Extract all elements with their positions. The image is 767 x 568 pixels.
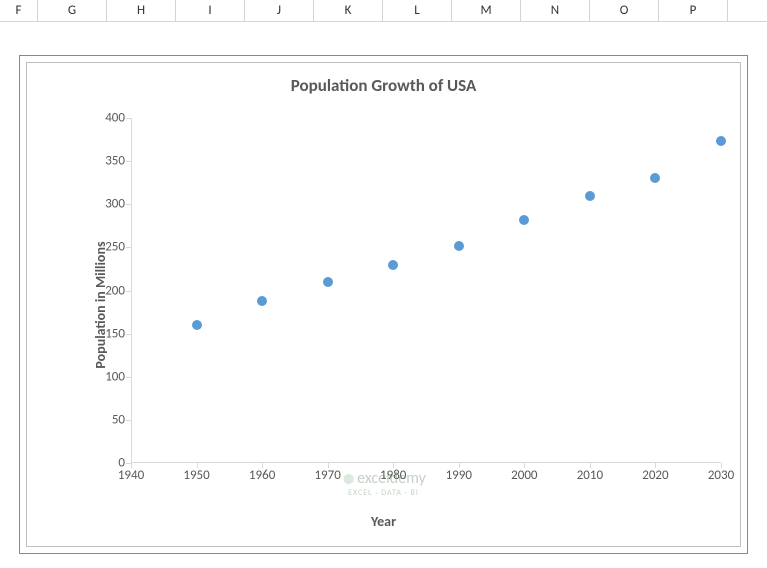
column-header-N[interactable]: N <box>521 0 590 21</box>
x-tick-label: 2010 <box>565 468 615 483</box>
x-tick-mark <box>524 463 525 468</box>
x-tick-mark <box>721 463 722 468</box>
x-tick-mark <box>328 463 329 468</box>
x-tick-mark <box>131 463 132 468</box>
data-point[interactable] <box>192 320 202 330</box>
x-tick-label: 2030 <box>696 468 746 483</box>
x-tick-mark <box>655 463 656 468</box>
x-tick-mark <box>262 463 263 468</box>
data-point[interactable] <box>716 136 726 146</box>
column-header-J[interactable]: J <box>245 0 314 21</box>
column-header-G[interactable]: G <box>38 0 107 21</box>
x-tick-label: 1940 <box>106 468 156 483</box>
y-tick-mark <box>126 334 131 335</box>
column-header-F[interactable]: F <box>0 0 38 21</box>
watermark: exceldemy EXCEL · DATA · BI <box>341 469 426 498</box>
x-tick-label: 1960 <box>237 468 287 483</box>
y-tick-label: 300 <box>85 197 125 212</box>
column-header-O[interactable]: O <box>590 0 659 21</box>
chart-object-border[interactable]: Population Growth of USA Population in M… <box>19 55 748 554</box>
watermark-subtext: EXCEL · DATA · BI <box>341 488 426 498</box>
data-point[interactable] <box>519 215 529 225</box>
x-tick-label: 2020 <box>630 468 680 483</box>
column-headers-row: FGHIJKLMNOP <box>0 0 767 22</box>
y-tick-mark <box>126 420 131 421</box>
y-axis-title[interactable]: Population in Millions <box>92 241 109 368</box>
x-tick-mark <box>459 463 460 468</box>
data-point[interactable] <box>388 260 398 270</box>
x-tick-mark <box>197 463 198 468</box>
y-axis-line <box>131 118 132 463</box>
y-tick-mark <box>126 118 131 119</box>
chart-area[interactable]: Population Growth of USA Population in M… <box>26 62 741 547</box>
y-tick-label: 250 <box>85 240 125 255</box>
x-tick-mark <box>590 463 591 468</box>
x-tick-mark <box>393 463 394 468</box>
column-header-M[interactable]: M <box>452 0 521 21</box>
y-tick-mark <box>126 204 131 205</box>
column-header-P[interactable]: P <box>659 0 728 21</box>
y-tick-label: 50 <box>85 412 125 427</box>
plot-area: 050100150200250300350400 194019501960197… <box>131 118 721 463</box>
column-header-H[interactable]: H <box>107 0 176 21</box>
watermark-text: exceldemy <box>357 469 426 488</box>
x-axis-title[interactable]: Year <box>371 513 396 530</box>
y-tick-label: 350 <box>85 154 125 169</box>
watermark-cube-icon <box>341 472 355 486</box>
data-point[interactable] <box>585 191 595 201</box>
y-tick-mark <box>126 247 131 248</box>
y-tick-label: 100 <box>85 369 125 384</box>
column-header-I[interactable]: I <box>176 0 245 21</box>
chart-title[interactable]: Population Growth of USA <box>27 63 740 96</box>
y-tick-label: 200 <box>85 283 125 298</box>
column-header-L[interactable]: L <box>383 0 452 21</box>
column-header-K[interactable]: K <box>314 0 383 21</box>
y-tick-mark <box>126 291 131 292</box>
y-tick-mark <box>126 161 131 162</box>
y-tick-mark <box>126 377 131 378</box>
y-tick-label: 150 <box>85 326 125 341</box>
data-point[interactable] <box>454 241 464 251</box>
x-tick-label: 1990 <box>434 468 484 483</box>
data-point[interactable] <box>323 277 333 287</box>
data-point[interactable] <box>257 296 267 306</box>
x-tick-label: 2000 <box>499 468 549 483</box>
x-axis-line <box>131 462 721 463</box>
data-point[interactable] <box>650 173 660 183</box>
x-tick-label: 1950 <box>172 468 222 483</box>
y-tick-label: 400 <box>85 111 125 126</box>
